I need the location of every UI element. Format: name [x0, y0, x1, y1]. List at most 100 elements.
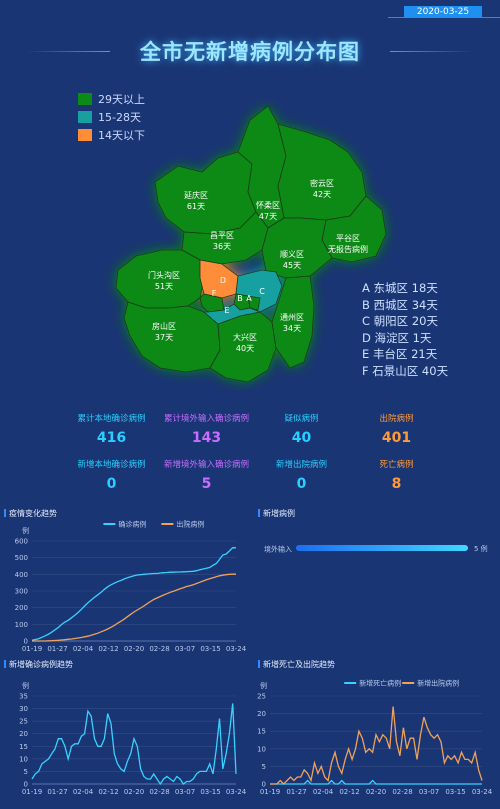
label-core-d: D	[220, 276, 226, 285]
label-changping-days: 36天	[213, 242, 231, 251]
series-line	[270, 706, 483, 785]
title-line-left	[26, 51, 110, 52]
y-tick-label: 35	[19, 693, 28, 701]
stat-total-local: 累计本地确诊病例 416	[64, 412, 159, 446]
x-tick-label: 02-04	[73, 788, 94, 796]
stat-new-local: 新增本地确诊病例 0	[64, 458, 159, 492]
stat-label: 新增境外输入确诊病例	[163, 460, 249, 470]
stat-value: 0	[296, 476, 307, 492]
label-changping-name: 昌平区	[210, 231, 234, 240]
map-district-haidian	[199, 259, 239, 299]
stats-grid: 累计本地确诊病例 416 累计境外输入确诊病例 143 疑似病例 40 出院病例 401…	[64, 412, 444, 492]
y-axis-label: 例	[260, 681, 267, 690]
x-tick-label: 02-04	[313, 788, 334, 796]
label-fangshan-name: 房山区	[152, 321, 176, 331]
legend-label: 确诊病例	[118, 520, 146, 529]
stat-label: 出院病例	[379, 414, 414, 424]
legend-label: 14天以下	[98, 129, 145, 142]
key-item: A 东城区 18天	[362, 281, 438, 295]
x-tick-label: 01-27	[47, 645, 67, 653]
stat-new-imported: 新增境外输入确诊病例 5	[159, 458, 254, 492]
x-tick-label: 02-04	[73, 645, 94, 653]
stat-label: 累计境外输入确诊病例	[163, 414, 249, 424]
x-tick-label: 02-20	[366, 788, 386, 796]
daily-confirmed-chart: 0 5 10 15 20 25 30 35 例 01-19 01-27 02-04 02-12 02-20…	[19, 681, 247, 796]
stat-value: 401	[381, 430, 412, 446]
label-huairou-name: 怀柔区	[256, 200, 280, 210]
stat-suspected: 疑似病例 40	[254, 412, 349, 446]
x-tick-label: 02-28	[392, 788, 412, 796]
x-tick-label: 02-28	[149, 788, 169, 796]
legend-item: 14天以下	[78, 126, 145, 144]
label-huairou-days: 47天	[259, 212, 277, 221]
panel-title-daily-confirmed: 新增确诊病例趋势	[9, 660, 73, 669]
legend-label: 出院病例	[176, 520, 204, 529]
x-tick-label: 03-24	[226, 645, 247, 653]
y-tick-label: 10	[257, 745, 266, 753]
label-daxing-name: 大兴区	[233, 332, 257, 342]
title-block: 全市无新增病例分布图	[0, 36, 500, 66]
label-core-b: B	[237, 294, 243, 303]
key-item: C 朝阳区 20天	[362, 314, 438, 328]
title-line-right	[390, 51, 474, 52]
stat-label: 新增出院病例	[275, 460, 327, 470]
panel-title-new-cases: 新增病例	[263, 509, 295, 518]
label-yanqing-days: 61天	[187, 202, 205, 211]
x-tick-label: 01-27	[47, 788, 67, 796]
y-tick-label: 25	[19, 718, 28, 726]
death-discharge-chart: 0 5 10 15 20 25 例 01-19 01-27 02-04 02-12 02-20 02-2…	[257, 679, 493, 797]
x-tick-label: 01-19	[260, 788, 280, 796]
map-district-shunyi	[261, 217, 333, 279]
label-pinggu-days: 无报告病例	[328, 244, 368, 254]
label-mentougou-days: 51天	[155, 282, 173, 291]
x-tick-label: 02-12	[339, 788, 359, 796]
stat-value: 8	[391, 476, 402, 492]
y-tick-label: 20	[19, 730, 28, 738]
map-district-miyun	[277, 123, 367, 221]
stat-label: 累计本地确诊病例	[77, 414, 146, 424]
label-daxing-days: 40天	[236, 344, 254, 353]
date-badge: 2020-03-25	[404, 6, 482, 18]
map-legend: 29天以上 15-28天 14天以下	[78, 90, 145, 144]
y-tick-label: 30	[19, 705, 28, 713]
stat-label: 死亡病例	[379, 460, 414, 470]
panel-title-trend: 疫情变化趋势	[9, 509, 57, 518]
x-tick-label: 03-15	[200, 645, 220, 653]
x-tick-label: 01-27	[286, 788, 306, 796]
panel-title-death-discharge: 新增死亡及出院趋势	[263, 660, 335, 669]
series-line	[270, 779, 482, 785]
y-tick-label: 0	[262, 781, 266, 789]
x-tick-label: 02-12	[98, 645, 118, 653]
y-tick-label: 0	[24, 781, 28, 789]
label-pinggu-name: 平谷区	[336, 234, 360, 243]
label-fangshan-days: 37天	[155, 333, 173, 342]
x-tick-label: 03-07	[175, 788, 195, 796]
x-tick-label: 03-24	[472, 788, 493, 796]
label-tongzhou-days: 34天	[283, 324, 301, 333]
y-axis-label: 例	[22, 526, 29, 535]
legend-swatch-teal	[78, 111, 92, 123]
bar-data-label: 5 例	[474, 544, 488, 553]
y-tick-label: 25	[257, 693, 266, 701]
legend-label: 新增出院病例	[417, 679, 459, 688]
label-shunyi-name: 顺义区	[280, 250, 304, 259]
legend-item: 29天以上	[78, 90, 145, 108]
y-tick-label: 20	[257, 710, 266, 718]
x-tick-label: 02-20	[124, 788, 144, 796]
page-title: 全市无新增病例分布图	[140, 40, 360, 64]
stat-value: 5	[201, 476, 212, 492]
stat-deaths: 死亡病例 8	[349, 458, 444, 492]
y-tick-label: 400	[15, 571, 28, 579]
series-line	[31, 703, 237, 786]
panel-marker	[4, 660, 6, 668]
date-underline	[388, 17, 500, 18]
trend-chart: 0 100 200 300 400 500 600 例 01-19 01-27 02-04 02-12…	[15, 520, 247, 654]
key-item: B 西城区 34天	[362, 297, 438, 312]
y-tick-label: 15	[257, 728, 266, 736]
legend-label: 15-28天	[98, 111, 141, 124]
label-core-a: A	[246, 294, 252, 303]
y-tick-label: 10	[19, 755, 28, 763]
legend-label: 29天以上	[98, 93, 145, 106]
map-labels: 延庆区 61天 怀柔区 47天 密云区 42天 平谷区 无报告病例 昌平区 36…	[148, 178, 368, 353]
bar-category-label: 境外输入	[264, 545, 292, 554]
